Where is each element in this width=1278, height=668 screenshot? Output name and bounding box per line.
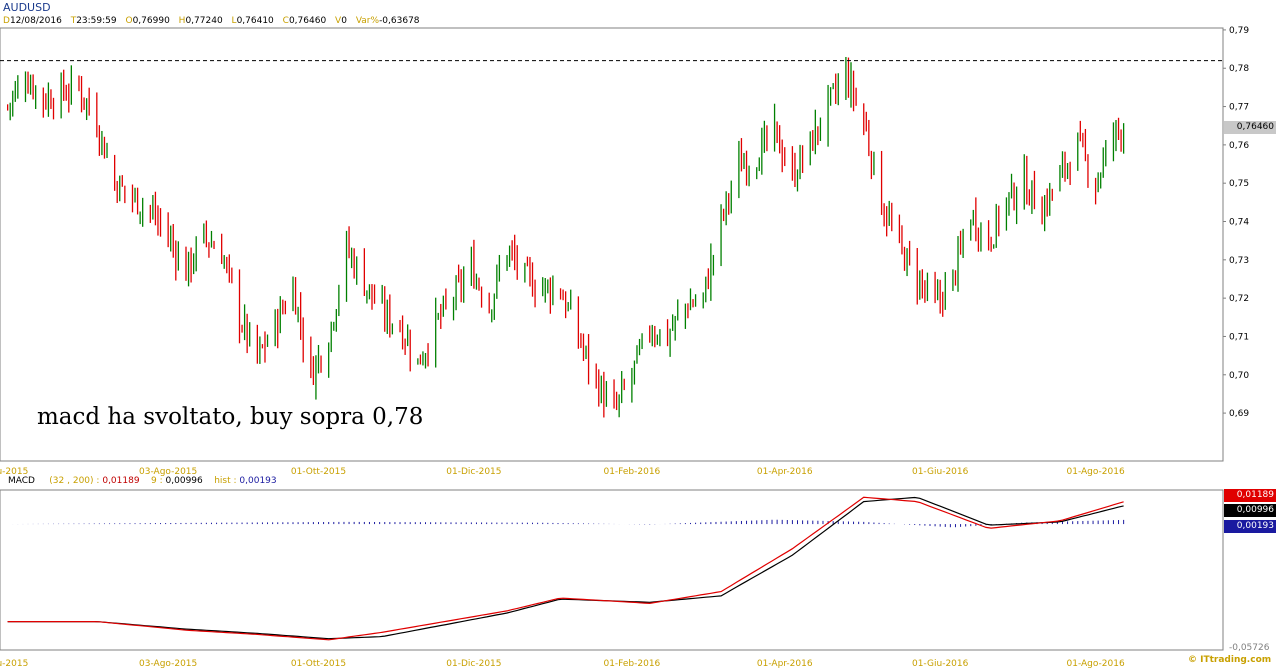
price-tick-label: 0,75 [1229,179,1249,189]
macd-date-axis: Giu-2015 03-Ago-2015 01-Ott-2015 01-Dic-201… [0,659,1125,668]
symbol-title: AUDUSD [3,1,51,14]
ohlc-readout: D12/08/2016 T23:59:59 O0,76990 H0,77240 … [3,16,426,26]
l-key: L [231,16,237,26]
h-key: H [178,16,186,26]
d-key: D [3,16,10,26]
date-tick-label: 01-Apr-2016 [757,467,813,477]
macd-panel [0,489,1224,651]
price-panel [0,27,1224,462]
date-tick-label: 01-Dic-2015 [446,659,501,668]
price-tick-label: 0,71 [1229,332,1249,342]
price-tick-label: 0,79 [1229,26,1249,36]
price-tick-label: 0,76 [1229,141,1249,151]
date-tick-label: 01-Ago-2016 [1067,467,1125,477]
credit-text: © ITtrading.com [1188,655,1272,665]
date-tick-label: 01-Feb-2016 [603,659,660,668]
date-tick-label: 01-Feb-2016 [603,467,660,477]
price-tick-label: 0,78 [1229,64,1249,74]
date-tick-label: 01-Giu-2016 [912,467,969,477]
macd-header: MACD (32 , 200) : 0,01189 9 : 0,00996 hi… [8,476,277,486]
date-tick-label: 03-Ago-2015 [139,467,197,477]
hist-value: 0,00193 [239,476,277,486]
date-tick-label: 01-Giu-2016 [912,659,969,668]
macd-tick-label: -0,05726 [1229,643,1270,653]
date-tick-label: 01-Apr-2016 [757,659,813,668]
annotation-text: macd ha svoltato, buy sopra 0,78 [37,404,424,430]
price-axis: 0,79 0,78 0,77 0,76 0,75 0,74 0,73 0,72 0,71 0,70… [1223,26,1249,419]
signal-value-box: 0,00996 [1224,504,1276,517]
date-tick-label: 01-Dic-2015 [446,467,501,477]
t-value: 23:59:59 [76,16,117,26]
candlestick-series [6,56,1125,418]
price-tick-label: 0,77 [1229,103,1249,113]
price-tick-label: 0,69 [1229,409,1249,419]
c-value: 0,76460 [288,16,327,26]
macd-value-box: 0,01189 [1224,489,1276,502]
var-value: -0,63678 [379,16,420,26]
o-key: O [125,16,133,26]
t-key: T [70,16,77,26]
date-tick-label: 01-Ago-2016 [1067,659,1125,668]
h-value: 0,77240 [185,16,223,26]
date-tick-label: Giu-2015 [0,467,28,477]
signal-line [7,496,1124,640]
signal-value: 0,00996 [165,476,203,486]
date-tick-label: 01-Ott-2015 [291,467,346,477]
c-key: C [282,16,289,26]
last-price-box: 0,76460 [1224,121,1276,134]
price-tick-label: 0,72 [1229,294,1249,304]
macd-params: (32 , 200) [49,476,94,486]
date-tick-label: Giu-2015 [0,659,28,668]
macd-colon: : [96,476,100,486]
v-key: V [335,16,342,26]
var-key: Var% [355,16,380,26]
price-panel-frame [0,27,1224,462]
price-tick-label: 0,70 [1229,371,1249,381]
macd-name: MACD [8,476,35,486]
hist-value-box: 0,00193 [1224,520,1276,533]
price-tick-label: 0,73 [1229,256,1249,266]
price-tick-label: 0,74 [1229,218,1249,228]
date-tick-label: 01-Ott-2015 [291,659,346,668]
price-date-axis: Giu-2015 03-Ago-2015 01-Ott-2015 01-Dic-201… [0,467,1125,477]
macd-panel-frame [0,489,1224,651]
l-value: 0,76410 [236,16,274,26]
v-value: 0 [341,16,347,26]
macd-histogram [12,519,1125,528]
o-value: 0,76990 [132,16,170,26]
macd-line [7,496,1124,641]
d-value: 12/08/2016 [9,16,62,26]
hist-label: hist : [214,476,237,486]
signal-label: 9 [151,476,157,486]
macd-value: 0,01189 [102,476,140,486]
date-tick-label: 03-Ago-2015 [139,659,197,668]
